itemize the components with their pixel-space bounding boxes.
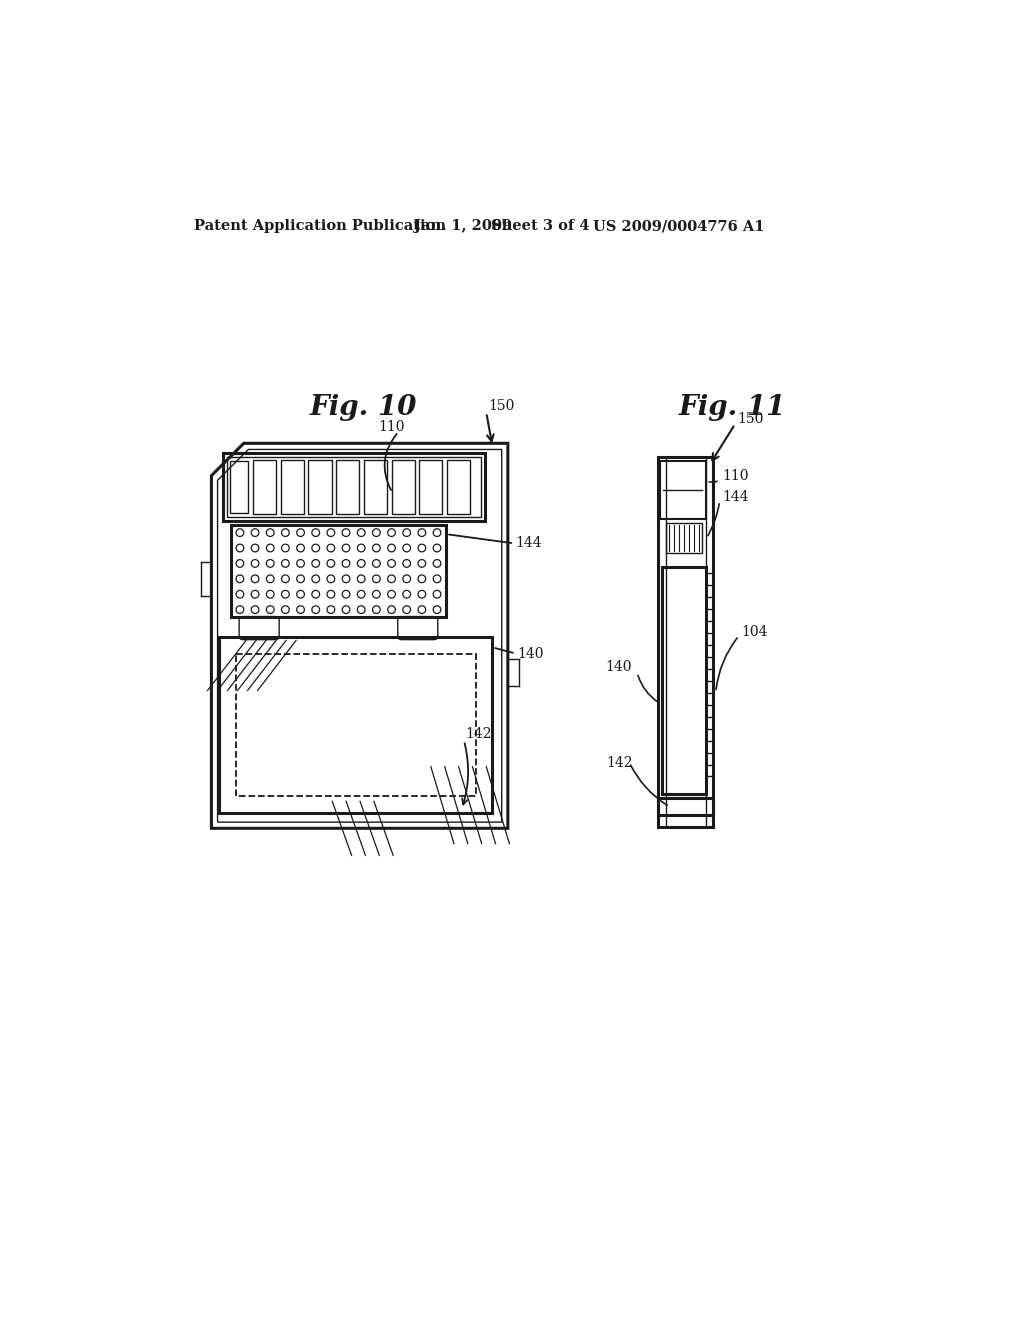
Text: 142: 142: [606, 756, 633, 770]
Bar: [447, 461, 470, 513]
Bar: [391, 461, 415, 513]
Bar: [253, 461, 276, 513]
Bar: [230, 461, 249, 513]
Text: 110: 110: [379, 420, 406, 434]
Bar: [308, 461, 332, 513]
Bar: [419, 461, 442, 513]
Bar: [219, 638, 493, 813]
Bar: [230, 525, 446, 618]
Text: US 2009/0004776 A1: US 2009/0004776 A1: [593, 219, 764, 234]
Bar: [226, 457, 481, 517]
Bar: [658, 457, 714, 826]
Bar: [659, 461, 706, 519]
Bar: [662, 568, 706, 795]
Text: Fig. 10: Fig. 10: [310, 393, 418, 421]
Bar: [666, 523, 701, 553]
Text: 144: 144: [722, 490, 749, 504]
Text: Patent Application Publication: Patent Application Publication: [195, 219, 446, 234]
Bar: [223, 453, 484, 521]
Text: 110: 110: [722, 470, 749, 483]
Bar: [336, 461, 359, 513]
Bar: [281, 461, 304, 513]
Text: 140: 140: [517, 647, 544, 660]
Text: Sheet 3 of 4: Sheet 3 of 4: [490, 219, 590, 234]
Text: 150: 150: [487, 400, 514, 413]
Text: Jan. 1, 2009: Jan. 1, 2009: [414, 219, 512, 234]
Text: Fig. 11: Fig. 11: [679, 393, 786, 421]
Text: 140: 140: [605, 660, 632, 673]
Bar: [658, 799, 714, 816]
Text: 104: 104: [741, 624, 768, 639]
Text: 144: 144: [515, 536, 542, 550]
Bar: [237, 655, 475, 796]
Bar: [364, 461, 387, 513]
Text: 142: 142: [466, 727, 492, 742]
Text: 150: 150: [737, 412, 764, 425]
